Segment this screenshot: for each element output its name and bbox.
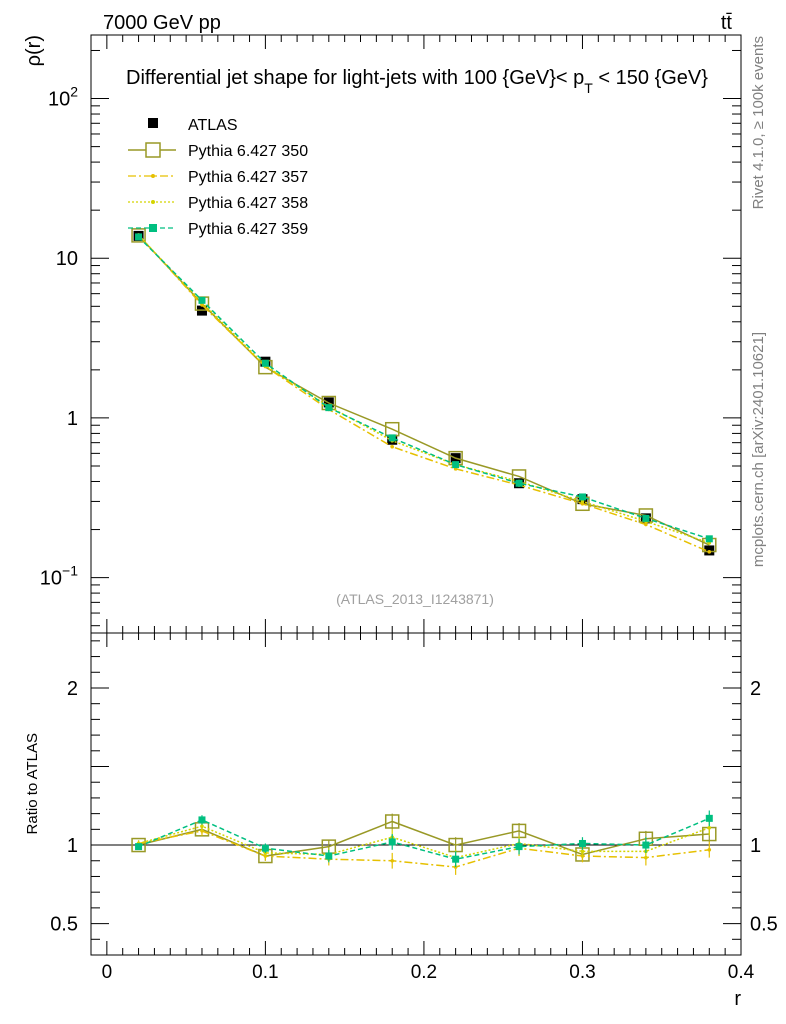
series-line-pythia-6-427-350	[138, 234, 710, 546]
legend-label: Pythia 6.427 359	[188, 221, 308, 238]
series-point	[261, 359, 269, 367]
ratio-panel-frame	[90, 632, 742, 956]
legend-marker-350	[145, 142, 161, 158]
legend-item-atlas: ATLAS	[148, 117, 238, 134]
legend-item-358: Pythia 6.427 358	[128, 195, 308, 212]
y-tick-label: 102	[48, 84, 78, 111]
y-tick-label: 10−1	[40, 563, 78, 590]
series-point	[707, 550, 712, 554]
ratio-tick-labels: 0.5 1 2 0.5 1 2	[50, 678, 778, 936]
legend-marker-357	[151, 174, 155, 178]
rivet-version-label: Rivet 4.1.0, ≥ 100k events	[750, 36, 767, 209]
ratio-point	[261, 844, 269, 852]
ratio-point	[198, 816, 206, 824]
series-point	[578, 493, 586, 501]
ratio-point	[200, 824, 204, 828]
main-plot-series	[131, 228, 717, 556]
legend-marker-atlas	[148, 118, 158, 128]
series-point	[198, 296, 206, 304]
series-point	[388, 434, 396, 442]
ratio-point	[384, 814, 400, 829]
series-point	[515, 479, 523, 487]
legend-label: Pythia 6.427 358	[188, 195, 308, 212]
series-point	[705, 535, 713, 543]
process-label: tt̄	[721, 12, 733, 34]
legend-item-350: Pythia 6.427 350	[128, 142, 308, 160]
x-tick-label: 0	[102, 962, 113, 983]
series-point	[200, 303, 204, 307]
ratio-point	[390, 858, 395, 863]
ratio-tick-label-right: 0.5	[750, 914, 778, 936]
ratio-tick-label-right: 1	[750, 835, 761, 857]
mcplots-label: mcplots.cern.ch [arXiv:2401.10621]	[750, 332, 767, 567]
series-point	[135, 233, 143, 241]
ratio-point	[515, 843, 523, 851]
legend-item-359: Pythia 6.427 359	[128, 221, 308, 238]
ratio-point	[325, 852, 333, 860]
series-point	[325, 404, 333, 412]
legend-marker-359	[149, 224, 157, 232]
x-tick-label: 0.4	[728, 962, 755, 983]
x-tick-label: 0.2	[411, 962, 437, 983]
ratio-point	[705, 814, 713, 822]
energy-label: 7000 GeV pp	[103, 12, 221, 34]
series-point	[131, 228, 146, 243]
ratio-point	[642, 841, 650, 849]
plot-title: Differential jet shape for light-jets wi…	[126, 67, 708, 96]
series-point	[390, 444, 395, 449]
y-axis-label: ρ(r)	[23, 35, 45, 66]
series-point	[580, 499, 585, 504]
ratio-point	[388, 838, 396, 846]
legend-marker-358	[151, 200, 155, 204]
series-point	[644, 522, 648, 527]
y-tick-label: 10	[56, 248, 78, 270]
series-line-pythia-6-427-358	[138, 234, 710, 544]
series-point	[452, 461, 460, 469]
ratio-line-pythia-6-427-358	[138, 825, 710, 859]
x-tick-label: 0.1	[252, 962, 278, 983]
y-tick-labels: 10−1 1 10 102	[40, 84, 78, 590]
ratio-point	[135, 843, 143, 851]
ratio-plot-series	[131, 810, 717, 875]
x-tick-label: 0.3	[569, 962, 595, 983]
analysis-label: (ATLAS_2013_I1243871)	[336, 591, 494, 607]
ratio-tick-label-right: 2	[750, 678, 761, 700]
x-axis-label: r	[734, 988, 741, 1010]
ratio-tick-label: 2	[67, 678, 78, 700]
legend: ATLAS Pythia 6.427 350 Pythia 6.427 357 …	[128, 117, 308, 238]
ratio-line-pythia-6-427-359	[138, 817, 710, 860]
series-line-pythia-6-427-357	[138, 234, 710, 553]
ratio-tick-label: 1	[67, 835, 78, 857]
ratio-y-axis-label: Ratio to ATLAS	[24, 733, 41, 834]
ratio-point	[452, 855, 460, 863]
ratio-line-pythia-6-427-357	[138, 830, 710, 868]
legend-label: Pythia 6.427 357	[188, 169, 308, 186]
ratio-point	[131, 837, 146, 853]
y-tick-label: 1	[67, 408, 78, 430]
ratio-point	[578, 839, 586, 847]
ratio-point	[580, 849, 585, 854]
series-point	[642, 514, 650, 522]
legend-label: Pythia 6.427 350	[188, 143, 308, 160]
legend-label: ATLAS	[188, 117, 238, 134]
ratio-point	[707, 847, 712, 852]
legend-item-357: Pythia 6.427 357	[128, 169, 308, 186]
x-tick-labels: 0 0.1 0.2 0.3 0.4	[102, 962, 755, 983]
ratio-tick-label: 0.5	[50, 914, 78, 936]
series-line-pythia-6-427-359	[138, 236, 710, 540]
ratio-point	[707, 825, 712, 830]
